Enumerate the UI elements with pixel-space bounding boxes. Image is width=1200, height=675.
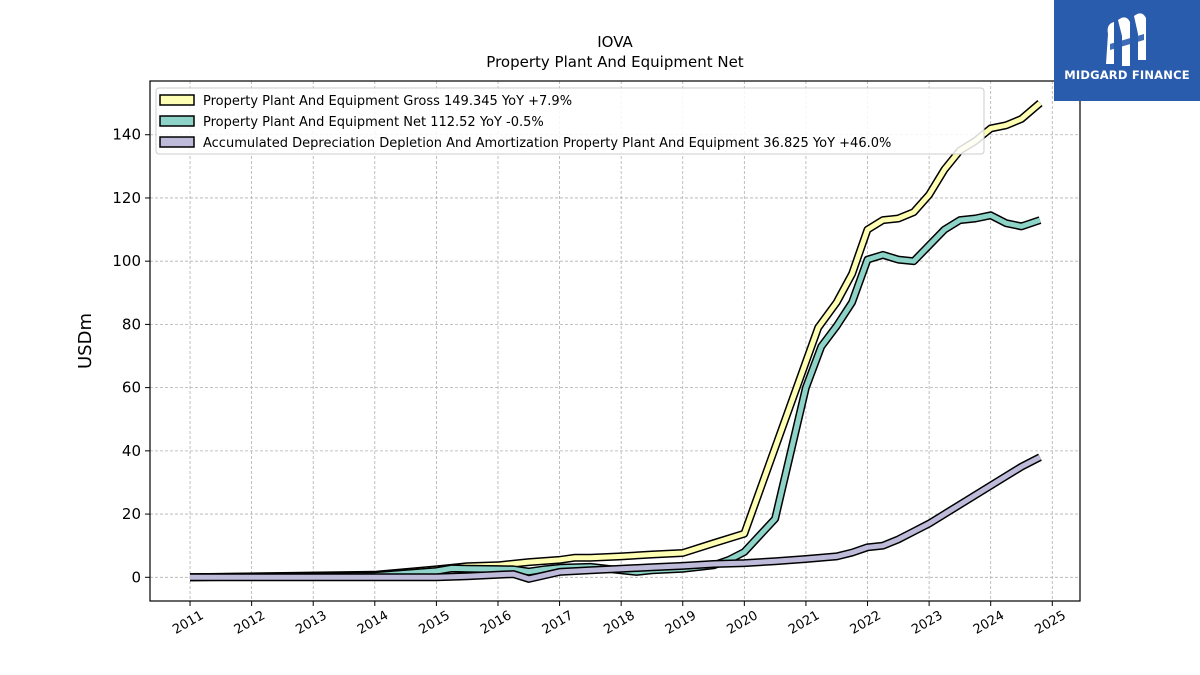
plot-frame <box>149 80 1081 602</box>
series-line <box>190 454 1042 582</box>
grid-lines <box>150 81 1080 601</box>
x-tick-label: 2015 <box>417 608 453 638</box>
x-tick-label: 2022 <box>848 608 884 638</box>
series-line-outline <box>189 100 1043 582</box>
y-tick-label: 0 <box>131 568 141 586</box>
y-tick-label: 140 <box>112 126 141 144</box>
legend-swatch <box>159 136 195 148</box>
chart-title: IOVA <box>597 33 633 51</box>
y-tick-label: 20 <box>122 505 141 523</box>
x-tick-label: 2018 <box>601 608 637 638</box>
y-tick-label: 120 <box>112 189 141 207</box>
x-tick-label: 2014 <box>355 608 391 638</box>
legend-item-label: Accumulated Depreciation Depletion And A… <box>203 136 891 151</box>
legend-item-label: Property Plant And Equipment Gross 149.3… <box>203 94 572 109</box>
x-tick-label: 2012 <box>232 608 268 638</box>
x-tick-label: 2023 <box>909 608 945 638</box>
x-tick-label: 2021 <box>786 608 822 638</box>
x-tick-label: 2020 <box>725 608 761 638</box>
y-tick-label: 60 <box>122 379 141 397</box>
x-tick-label: 2016 <box>478 608 514 638</box>
x-tick-label: 2013 <box>293 608 329 638</box>
legend-item-label: Property Plant And Equipment Net 112.52 … <box>203 115 544 130</box>
brand-logo: MIDGARD FINANCE <box>1054 0 1200 101</box>
y-axis: 0 20 40 60 80 100 120 140 <box>112 126 150 586</box>
y-tick-label: 80 <box>122 315 141 333</box>
logo-mark-icon <box>1106 13 1146 66</box>
series-line <box>189 212 1041 580</box>
series-line-outline <box>189 211 1042 582</box>
legend-box <box>155 87 985 155</box>
brand-name: MIDGARD FINANCE <box>1064 68 1190 82</box>
x-tick-label: 2019 <box>663 608 699 638</box>
series-lines <box>189 100 1043 583</box>
y-tick-label: 100 <box>112 252 141 270</box>
y-axis-label: USDm <box>75 313 96 369</box>
x-tick-label: 2017 <box>540 608 576 638</box>
legend: Property Plant And Equipment Gross 149.3… <box>155 87 985 155</box>
legend-swatch <box>159 94 195 106</box>
x-axis: 2011 2012 2013 2014 2015 2016 2017 2018 2019 2020… <box>170 601 1069 638</box>
series-line <box>189 101 1042 580</box>
x-tick-label: 2024 <box>971 608 1007 638</box>
y-tick-label: 40 <box>122 442 141 460</box>
legend-swatch <box>159 115 195 127</box>
chart-subtitle: Property Plant And Equipment Net <box>486 53 744 71</box>
x-tick-label: 2025 <box>1032 608 1068 638</box>
x-tick-label: 2011 <box>170 608 206 638</box>
